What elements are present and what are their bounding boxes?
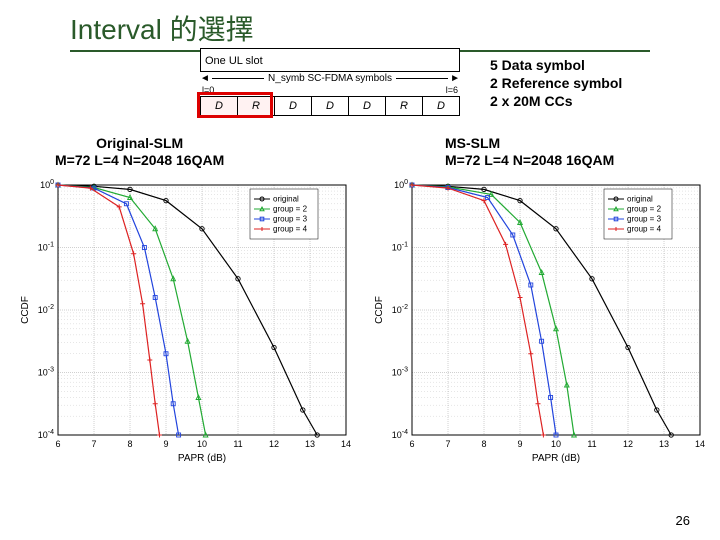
- symbol-cell: D: [422, 96, 460, 116]
- svg-text:original: original: [627, 195, 653, 204]
- svg-text:10-1: 10-1: [38, 242, 54, 253]
- svg-text:14: 14: [695, 439, 705, 449]
- arrow-left-icon: ◄: [200, 73, 210, 84]
- slide-title: Interval 的選擇: [70, 14, 254, 45]
- info-line-2: 2 Reference symbol: [490, 74, 622, 92]
- svg-text:13: 13: [305, 439, 315, 449]
- symbol-cell: D: [348, 96, 386, 116]
- title-underline: Interval 的選擇: [70, 8, 650, 52]
- svg-text:group = 3: group = 3: [273, 215, 308, 224]
- page-number: 26: [676, 513, 690, 528]
- symbol-cell: R: [385, 96, 423, 116]
- slot-diagram: One UL slot ◄ N_symb SC-FDMA symbols ► l…: [200, 48, 460, 120]
- svg-text:10: 10: [551, 439, 561, 449]
- right-chart: 10-4 10-3 10-2 10-1 100 6 7 8 9 10 11 12 13 14 PAPR (d…: [372, 175, 712, 465]
- svg-text:10-4: 10-4: [38, 429, 54, 440]
- svg-text:7: 7: [91, 439, 96, 449]
- svg-text:100: 100: [394, 179, 408, 190]
- svg-text:group = 3: group = 3: [627, 215, 662, 224]
- svg-text:9: 9: [517, 439, 522, 449]
- svg-text:6: 6: [409, 439, 414, 449]
- svg-text:14: 14: [341, 439, 351, 449]
- svg-text:10-4: 10-4: [392, 429, 408, 440]
- svg-text:original: original: [273, 195, 299, 204]
- right-chart-label: MS-SLM M=72 L=4 N=2048 16QAM: [445, 135, 614, 169]
- right-label-1: MS-SLM: [445, 135, 614, 152]
- svg-text:10-2: 10-2: [38, 304, 54, 315]
- left-label-1: Original-SLM: [55, 135, 224, 152]
- right-label-2: M=72 L=4 N=2048 16QAM: [445, 152, 614, 169]
- svg-text:13: 13: [659, 439, 669, 449]
- svg-text:11: 11: [233, 439, 242, 449]
- svg-text:12: 12: [269, 439, 279, 449]
- slot-label: One UL slot: [205, 55, 263, 67]
- svg-text:7: 7: [445, 439, 450, 449]
- symbol-cell: D: [311, 96, 349, 116]
- symbols-arrow-row: ◄ N_symb SC-FDMA symbols ►: [200, 73, 460, 84]
- svg-text:group = 2: group = 2: [273, 205, 308, 214]
- svg-text:6: 6: [55, 439, 60, 449]
- svg-text:100: 100: [40, 179, 54, 190]
- svg-text:12: 12: [623, 439, 633, 449]
- left-label-2: M=72 L=4 N=2048 16QAM: [55, 152, 224, 169]
- symbols-label: N_symb SC-FDMA symbols: [268, 73, 392, 84]
- svg-text:10-3: 10-3: [392, 367, 408, 378]
- svg-text:PAPR (dB): PAPR (dB): [532, 453, 580, 464]
- title-container: Interval 的選擇: [0, 0, 720, 52]
- svg-text:group = 2: group = 2: [627, 205, 662, 214]
- svg-text:PAPR (dB): PAPR (dB): [178, 453, 226, 464]
- svg-text:group = 4: group = 4: [627, 225, 662, 234]
- red-highlight-box: [197, 92, 273, 118]
- slot-box: One UL slot: [200, 48, 460, 72]
- svg-text:10-1: 10-1: [392, 242, 408, 253]
- svg-text:8: 8: [127, 439, 132, 449]
- svg-text:10-3: 10-3: [38, 367, 54, 378]
- arrow-right-icon: ►: [450, 73, 460, 84]
- symbol-cell: D: [274, 96, 312, 116]
- idx-right: l=6: [446, 85, 458, 95]
- left-chart: 10-4 10-3 10-2 10-1 100 6 7 8 9 10 11 12 13 14 PAPR (d…: [18, 175, 358, 465]
- svg-text:group = 4: group = 4: [273, 225, 308, 234]
- svg-text:10: 10: [197, 439, 207, 449]
- svg-text:CCDF: CCDF: [374, 296, 385, 324]
- svg-text:11: 11: [587, 439, 596, 449]
- left-chart-label: Original-SLM M=72 L=4 N=2048 16QAM: [55, 135, 224, 169]
- svg-text:8: 8: [481, 439, 486, 449]
- svg-text:CCDF: CCDF: [20, 296, 31, 324]
- info-line-3: 2 x 20M CCs: [490, 92, 622, 110]
- svg-text:10-2: 10-2: [392, 304, 408, 315]
- info-block: 5 Data symbol 2 Reference symbol 2 x 20M…: [490, 56, 622, 111]
- svg-text:9: 9: [163, 439, 168, 449]
- info-line-1: 5 Data symbol: [490, 56, 622, 74]
